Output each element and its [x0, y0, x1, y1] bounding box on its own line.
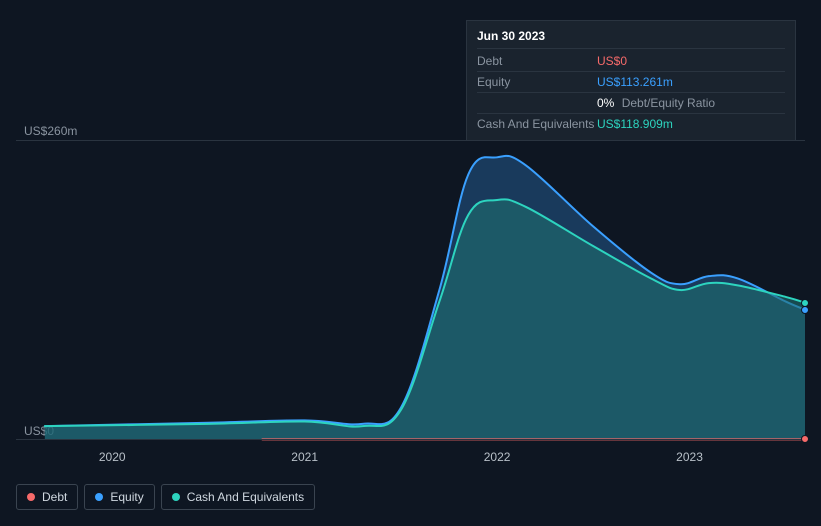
- x-tick-2020: 2020: [99, 450, 126, 464]
- tooltip-value: US$118.909m: [597, 115, 673, 133]
- series-end-marker: [801, 435, 809, 443]
- tooltip-sublabel: Debt/Equity Ratio: [622, 96, 715, 110]
- tooltip-value: US$113.261m: [597, 73, 673, 91]
- tooltip-row-cash: Cash And Equivalents US$118.909m: [477, 114, 785, 134]
- legend-item-cash[interactable]: Cash And Equivalents: [161, 484, 315, 510]
- legend-label: Debt: [42, 490, 67, 504]
- legend-dot-icon: [27, 493, 35, 501]
- tooltip-value: US$0: [597, 52, 627, 70]
- chart-plot-area: [16, 140, 805, 440]
- chart-legend: Debt Equity Cash And Equivalents: [16, 484, 315, 510]
- tooltip-label: [477, 94, 597, 112]
- series-end-marker: [801, 306, 809, 314]
- legend-item-equity[interactable]: Equity: [84, 484, 154, 510]
- tooltip-value: 0%: [597, 96, 614, 110]
- tooltip-label: Cash And Equivalents: [477, 115, 597, 133]
- x-tick-2022: 2022: [484, 450, 511, 464]
- chart-tooltip: Jun 30 2023 Debt US$0 Equity US$113.261m…: [466, 20, 796, 141]
- tooltip-label: Debt: [477, 52, 597, 70]
- legend-dot-icon: [95, 493, 103, 501]
- x-tick-2021: 2021: [291, 450, 318, 464]
- tooltip-row-equity: Equity US$113.261m: [477, 72, 785, 93]
- y-axis-label-max: US$260m: [24, 124, 77, 138]
- tooltip-label: Equity: [477, 73, 597, 91]
- tooltip-date: Jun 30 2023: [477, 27, 785, 49]
- legend-item-debt[interactable]: Debt: [16, 484, 78, 510]
- legend-label: Equity: [110, 490, 143, 504]
- legend-label: Cash And Equivalents: [187, 490, 304, 504]
- x-axis: 2020 2021 2022 2023: [16, 450, 805, 470]
- tooltip-row-ratio: 0% Debt/Equity Ratio: [477, 93, 785, 114]
- legend-dot-icon: [172, 493, 180, 501]
- tooltip-row-debt: Debt US$0: [477, 51, 785, 72]
- series-end-marker: [801, 299, 809, 307]
- x-tick-2023: 2023: [676, 450, 703, 464]
